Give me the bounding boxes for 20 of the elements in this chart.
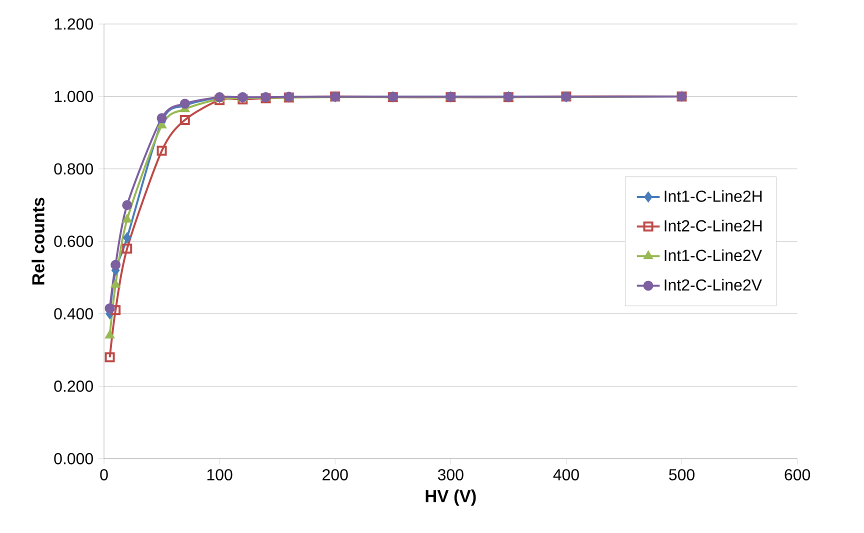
legend-label: Int2-C-Line2H [664,220,762,232]
y-tick-label: 1.000 [54,90,93,102]
x-tick-label: 200 [322,468,348,480]
y-tick-label: 0.800 [54,163,93,174]
y-tick-label: 0.400 [54,308,93,320]
legend-label: Int1-C-Line2H [664,190,762,202]
legend-label: Int2-C-Line2V [664,278,762,291]
x-axis-title: HV (V) [426,489,476,506]
x-tick-label: 500 [669,468,694,480]
y-axis-title: Rel counts [32,198,44,284]
y-tick-label: 0.600 [54,236,93,247]
y-tick-label: 1.200 [54,18,93,30]
y-tick-label: 0.200 [54,380,93,392]
x-tick-label: 400 [553,468,579,480]
legend-label: Int1-C-Line2V [664,249,762,261]
y-tick-label: 0.000 [54,452,93,464]
x-tick-label: 0 [100,468,108,480]
x-tick-label: 600 [784,468,810,480]
x-tick-label: 100 [207,468,232,480]
x-tick-label: 300 [438,468,464,480]
